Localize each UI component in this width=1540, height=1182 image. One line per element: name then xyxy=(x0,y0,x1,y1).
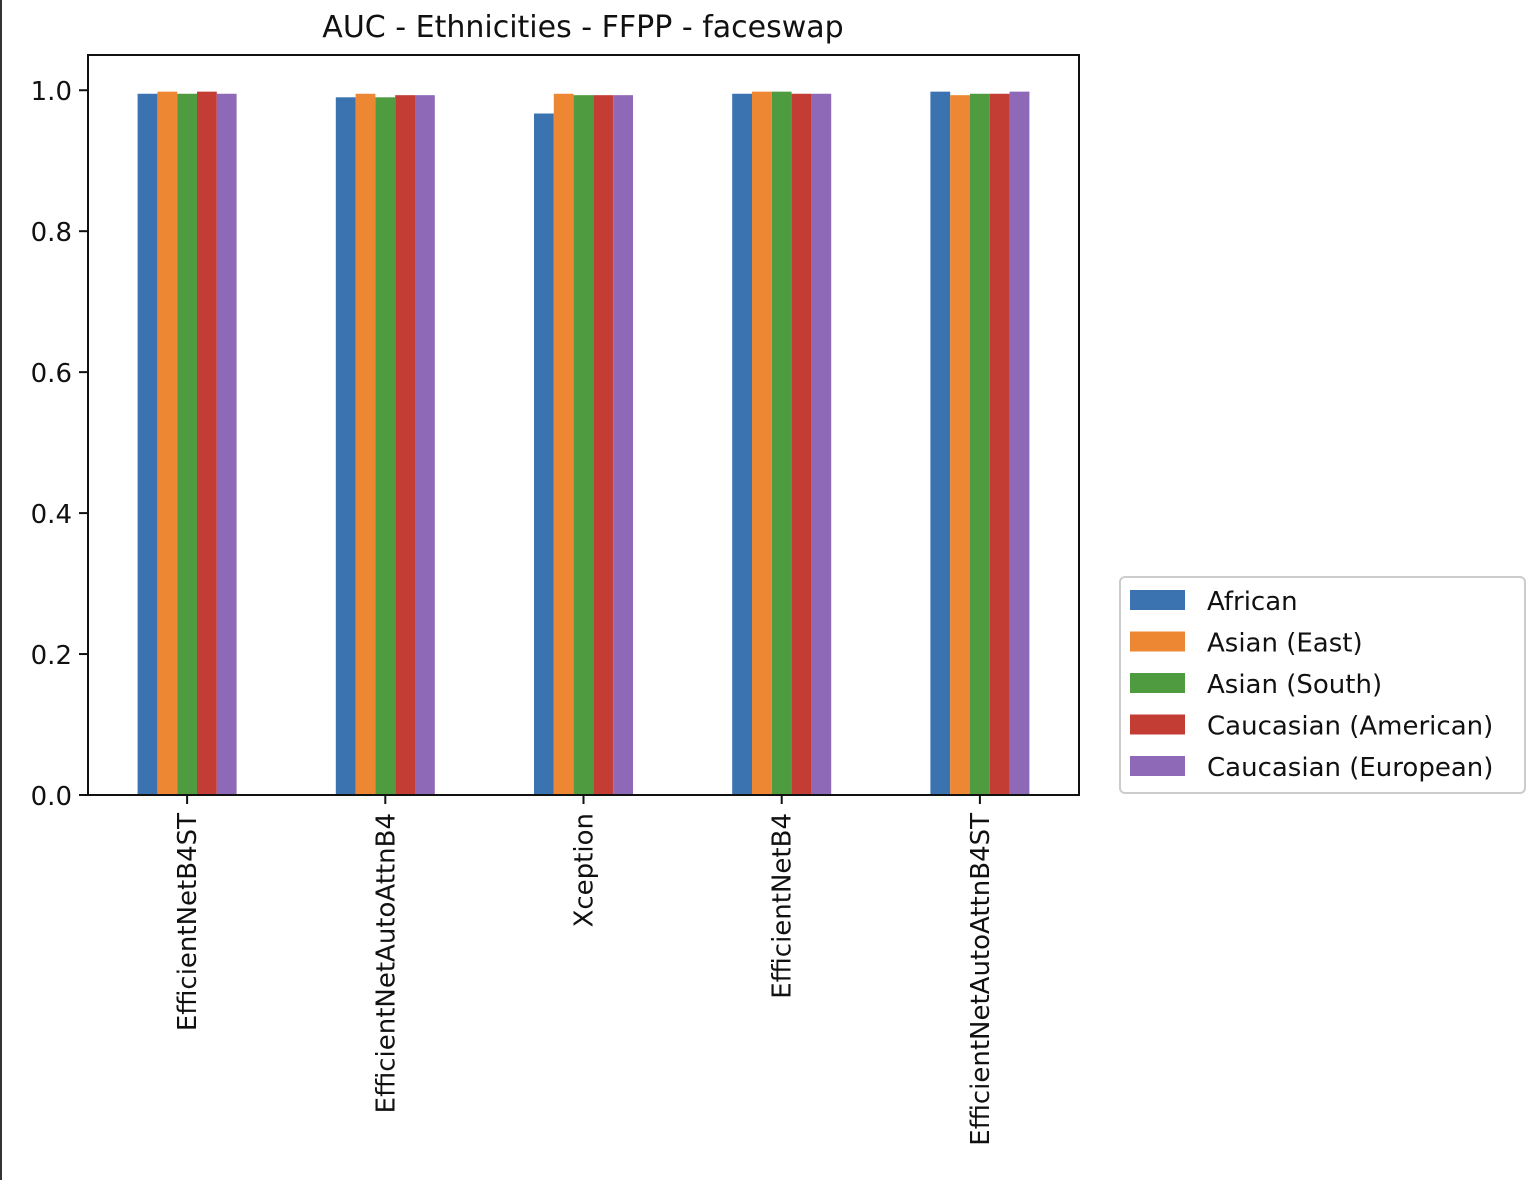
y-tick-label: 0.4 xyxy=(31,500,72,530)
bar xyxy=(593,95,614,796)
y-tick-label: 0.0 xyxy=(31,782,72,812)
legend-label: Asian (South) xyxy=(1207,670,1382,700)
x-axis: EfficientNetB4ST EfficientNetAutoAttnB4 Xc… xyxy=(173,795,996,1146)
legend-label: Caucasian (European) xyxy=(1207,753,1493,783)
x-tick-label: EfficientNetB4ST xyxy=(173,813,203,1031)
legend-swatch xyxy=(1130,590,1185,610)
bar xyxy=(534,113,554,795)
bar xyxy=(613,95,633,796)
bar xyxy=(216,93,237,795)
bar xyxy=(355,93,376,795)
legend-swatch xyxy=(1130,756,1185,776)
bar xyxy=(197,91,217,795)
x-tick-label: Xception xyxy=(570,813,600,927)
bar xyxy=(573,95,594,796)
y-tick-label: 0.2 xyxy=(31,641,72,671)
bar xyxy=(137,93,158,795)
bar xyxy=(1009,91,1030,795)
bar xyxy=(177,93,197,795)
bar xyxy=(157,91,178,795)
plot-area-border xyxy=(87,54,1080,796)
bar xyxy=(811,93,832,795)
bars-group xyxy=(137,91,1030,796)
bar xyxy=(415,95,435,796)
legend-swatch xyxy=(1130,714,1185,735)
bar xyxy=(335,97,356,796)
bar xyxy=(930,91,951,795)
bar xyxy=(752,91,772,795)
legend-swatch xyxy=(1130,673,1185,693)
bar xyxy=(989,93,1010,795)
legend-label: Asian (East) xyxy=(1207,629,1363,659)
legend-box xyxy=(1119,576,1526,794)
bar xyxy=(732,93,752,795)
bar xyxy=(771,91,792,795)
x-tick-label: EfficientNetAutoAttnB4 xyxy=(371,813,401,1113)
y-tick-label: 0.8 xyxy=(31,218,72,248)
legend-swatch xyxy=(1130,631,1185,652)
bar xyxy=(950,95,970,796)
bar xyxy=(553,93,574,795)
x-tick-label: EfficientNetB4 xyxy=(768,813,798,999)
legend: African Asian (East) Asian (South) Caucasia… xyxy=(1119,576,1526,794)
bar xyxy=(395,95,415,796)
bar xyxy=(375,97,396,796)
legend-label: Caucasian (American) xyxy=(1207,712,1493,742)
y-tick-label: 0.6 xyxy=(31,359,72,389)
y-axis: 0.0 0.2 0.4 0.6 0.8 1.0 xyxy=(31,77,88,812)
legend-label: African xyxy=(1207,587,1298,617)
bar xyxy=(970,93,990,795)
y-tick-label: 1.0 xyxy=(31,77,72,107)
chart-title: AUC - Ethnicities - FFPP - faceswap xyxy=(322,10,843,45)
x-tick-label: EfficientNetAutoAttnB4ST xyxy=(966,813,996,1146)
bar xyxy=(791,93,812,795)
